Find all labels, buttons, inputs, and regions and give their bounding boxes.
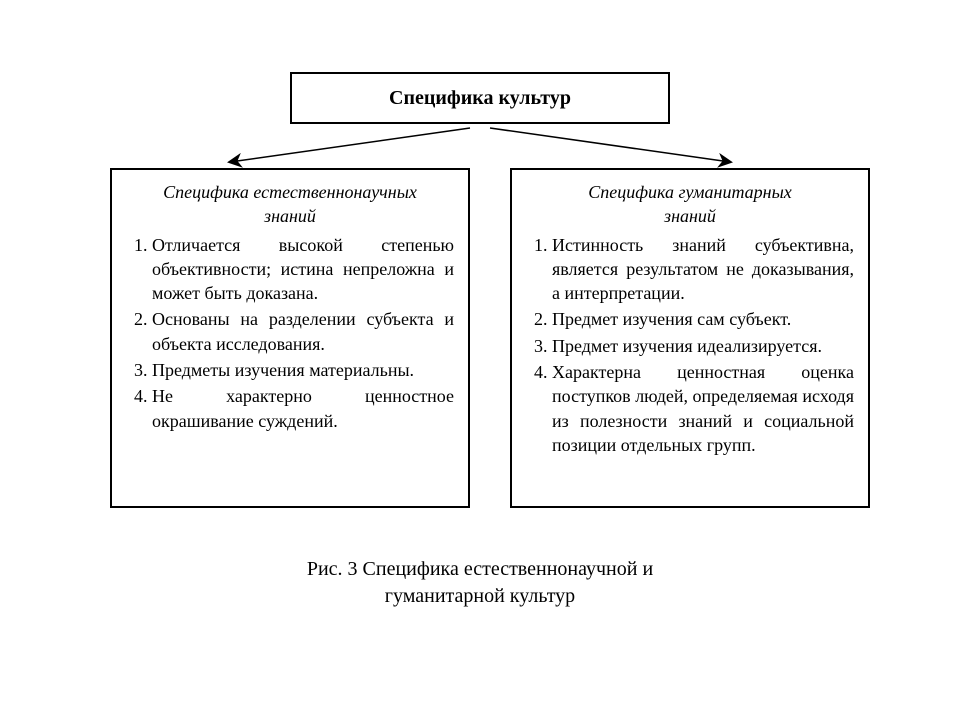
right-child-node: Специфика гуманитарных знаний Истинность… [510,168,870,508]
list-item: Предмет изучения идеализируется. [552,334,854,358]
left-child-title: Специфика естественнонаучных знаний [126,180,454,229]
right-child-title: Специфика гуманитарных знаний [526,180,854,229]
list-item: Предмет изучения сам субъект. [552,307,854,331]
arrow-left [230,128,470,162]
root-node-title: Специфика культур [389,87,571,110]
root-node: Специфика культур [290,72,670,124]
list-item: Не характерно ценностное окрашивание суж… [152,384,454,433]
figure-caption: Рис. 3 Специфика естественнонаучной и гу… [0,556,960,610]
list-item: Отличается высокой степенью объективност… [152,233,454,306]
connector-arrows [160,124,800,168]
left-child-list: Отличается высокой степенью объективност… [126,233,454,433]
arrow-right [490,128,730,162]
list-item: Основаны на разделении субъекта и объект… [152,307,454,356]
left-child-node: Специфика естественнонаучных знаний Отли… [110,168,470,508]
list-item: Истинность знаний субъективна, является … [552,233,854,306]
right-child-list: Истинность знаний субъективна, является … [526,233,854,458]
list-item: Характерна ценностная оценка поступков л… [552,360,854,457]
list-item: Предметы изучения материальны. [152,358,454,382]
